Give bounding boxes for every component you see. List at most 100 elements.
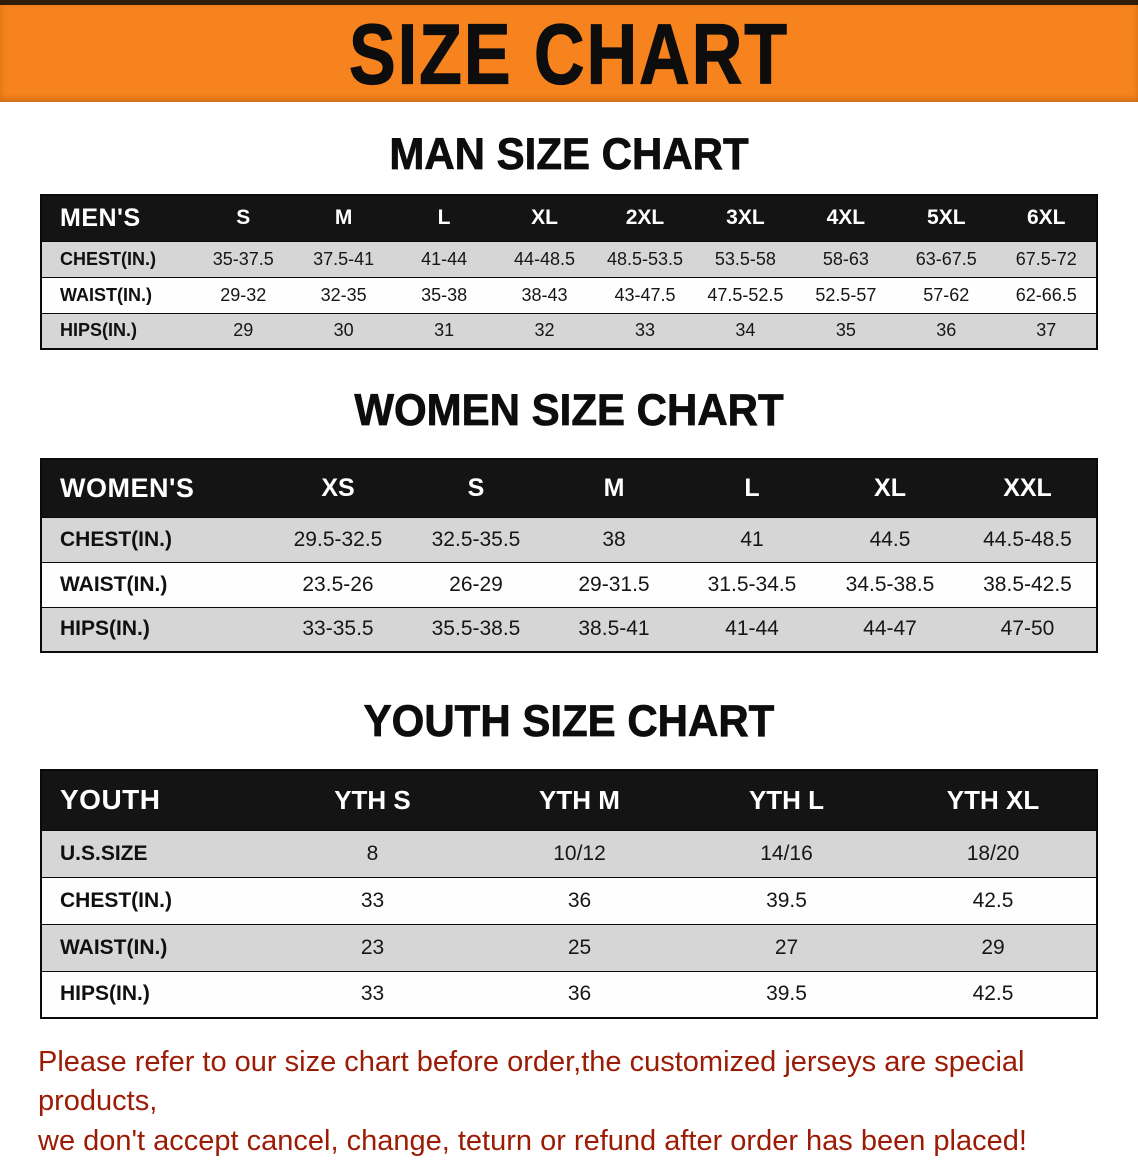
value-cell: 35-38 <box>421 284 468 305</box>
size-header-cell: YTH M <box>476 770 683 830</box>
women-size-table: WOMEN'S XS S M L XL XXL CHEST(IN.) 29.5-32.5 32.5… <box>40 458 1098 653</box>
women-section-heading: WOMEN SIZE CHART <box>354 384 784 435</box>
value-cell: 53.5-58 <box>714 248 776 269</box>
value-cell: 44-47 <box>863 617 917 641</box>
size-header-cell: S <box>407 459 545 517</box>
value-cell: 62-66.5 <box>1015 284 1077 305</box>
table-header-row: YOUTH YTH S YTH M YTH L YTH XL <box>41 770 1097 830</box>
measurement-row: U.S.SIZE 8 10/12 14/16 18/20 <box>41 830 1097 877</box>
size-header-cell: 4XL <box>795 195 897 241</box>
value-cell: 29 <box>981 935 1005 959</box>
value-cell: 32.5-35.5 <box>431 527 521 551</box>
value-cell: 43-47.5 <box>614 284 676 305</box>
youth-size-table: YOUTH YTH S YTH M YTH L YTH XL U.S.SIZE 8 10/12… <box>40 769 1098 1019</box>
table-title-cell: WOMEN'S <box>41 459 269 517</box>
size-header-cell: XS <box>269 459 407 517</box>
men-section-heading: MAN SIZE CHART <box>389 128 749 179</box>
value-cell: 33-35.5 <box>302 617 374 641</box>
value-cell: 36 <box>936 320 957 341</box>
row-label-cell: CHEST(IN.) <box>60 527 172 551</box>
size-header-cell: 3XL <box>695 195 796 241</box>
size-header-cell: 6XL <box>996 195 1097 241</box>
value-cell: 67.5-72 <box>1015 248 1077 269</box>
measurement-row: CHEST(IN.) 35-37.5 37.5-41 41-44 44-48.5 48.5… <box>41 241 1097 277</box>
value-cell: 44-48.5 <box>514 248 576 269</box>
size-header-cell: XL <box>494 195 595 241</box>
value-cell: 48.5-53.5 <box>606 248 683 269</box>
row-label-cell: HIPS(IN.) <box>60 617 150 641</box>
size-header-cell: YTH L <box>683 770 890 830</box>
value-cell: 29.5-32.5 <box>293 527 383 551</box>
row-label-cell: WAIST(IN.) <box>60 284 152 305</box>
youth-section-heading: YOUTH SIZE CHART <box>363 695 775 746</box>
value-cell: 35 <box>835 320 856 341</box>
value-cell: 47-50 <box>1000 617 1055 641</box>
value-cell: 41-44 <box>725 617 779 641</box>
value-cell: 14/16 <box>760 841 813 865</box>
value-cell: 31 <box>434 320 455 341</box>
value-cell: 63-67.5 <box>915 248 977 269</box>
measurement-row: WAIST(IN.) 23.5-26 26-29 29-31.5 31.5-34.5 34… <box>41 562 1097 607</box>
size-header-cell: YTH S <box>269 770 476 830</box>
value-cell: 25 <box>567 935 592 959</box>
value-cell: 34.5-38.5 <box>845 572 935 596</box>
value-cell: 36 <box>567 888 592 912</box>
row-label-cell: CHEST(IN.) <box>60 248 156 269</box>
value-cell: 10/12 <box>553 841 606 865</box>
size-header-cell: L <box>393 195 495 241</box>
value-cell: 52.5-57 <box>815 284 877 305</box>
row-label-cell: WAIST(IN.) <box>60 572 168 596</box>
value-cell: 35.5-38.5 <box>431 617 521 641</box>
value-cell: 33 <box>360 982 385 1006</box>
value-cell: 33 <box>360 888 385 912</box>
row-label-cell: HIPS(IN.) <box>60 982 150 1006</box>
measurement-row: HIPS(IN.) 29 30 31 32 33 34 35 36 37 <box>41 313 1097 349</box>
size-header-cell: YTH XL <box>890 770 1097 830</box>
size-header-cell: XXL <box>959 459 1097 517</box>
value-cell: 23.5-26 <box>302 572 374 596</box>
disclaimer: Please refer to our size chart before or… <box>38 1043 1100 1161</box>
banner: SIZE CHART <box>0 0 1138 102</box>
measurement-row: HIPS(IN.) 33-35.5 35.5-38.5 38.5-41 41-44 44-… <box>41 607 1097 652</box>
value-cell: 36 <box>567 982 592 1006</box>
disclaimer-line-2: we don't accept cancel, change, teturn o… <box>38 1124 1027 1157</box>
value-cell: 44.5-48.5 <box>983 527 1072 551</box>
table-header-row: WOMEN'S XS S M L XL XXL <box>41 459 1097 517</box>
value-cell: 35-37.5 <box>212 248 274 269</box>
value-cell: 8 <box>366 841 379 865</box>
value-cell: 38.5-41 <box>578 617 650 641</box>
size-header-cell: 2XL <box>594 195 696 241</box>
value-cell: 18/20 <box>966 841 1020 865</box>
value-cell: 47.5-52.5 <box>707 284 784 305</box>
table-header-row: MEN'S S M L XL 2XL 3XL 4XL 5XL 6XL <box>41 195 1097 241</box>
value-cell: 38.5-42.5 <box>983 572 1072 596</box>
size-header-cell: M <box>293 195 394 241</box>
value-cell: 57-62 <box>923 284 970 305</box>
value-cell: 27 <box>774 935 799 959</box>
value-cell: 42.5 <box>972 888 1014 912</box>
value-cell: 38-43 <box>521 284 568 305</box>
disclaimer-line-1: Please refer to our size chart before or… <box>38 1046 1025 1118</box>
value-cell: 32-35 <box>320 284 367 305</box>
value-cell: 30 <box>333 320 354 341</box>
value-cell: 37.5-41 <box>313 248 375 269</box>
women-section: WOMEN SIZE CHART WOMEN'S XS S M L XL XXL CHEST(… <box>0 384 1138 653</box>
size-header-cell: L <box>683 459 821 517</box>
value-cell: 58-63 <box>822 248 869 269</box>
row-label-cell: CHEST(IN.) <box>60 888 172 912</box>
value-cell: 29 <box>233 320 254 341</box>
size-header-cell: S <box>193 195 294 241</box>
men-size-table: MEN'S S M L XL 2XL 3XL 4XL 5XL 6XL CHEST(IN.) 35-37… <box>40 194 1098 350</box>
row-label-cell: WAIST(IN.) <box>60 935 168 959</box>
value-cell: 44.5 <box>869 527 911 551</box>
value-cell: 42.5 <box>972 982 1014 1006</box>
value-cell: 23 <box>360 935 385 959</box>
value-cell: 41 <box>740 527 764 551</box>
measurement-row: HIPS(IN.) 33 36 39.5 42.5 <box>41 971 1097 1018</box>
men-section: MAN SIZE CHART MEN'S S M L XL 2XL 3XL 4XL 5XL 6XL… <box>0 128 1138 350</box>
value-cell: 39.5 <box>766 888 807 912</box>
page-title: SIZE CHART <box>349 5 789 102</box>
value-cell: 41-44 <box>421 248 468 269</box>
value-cell: 34 <box>735 320 756 341</box>
